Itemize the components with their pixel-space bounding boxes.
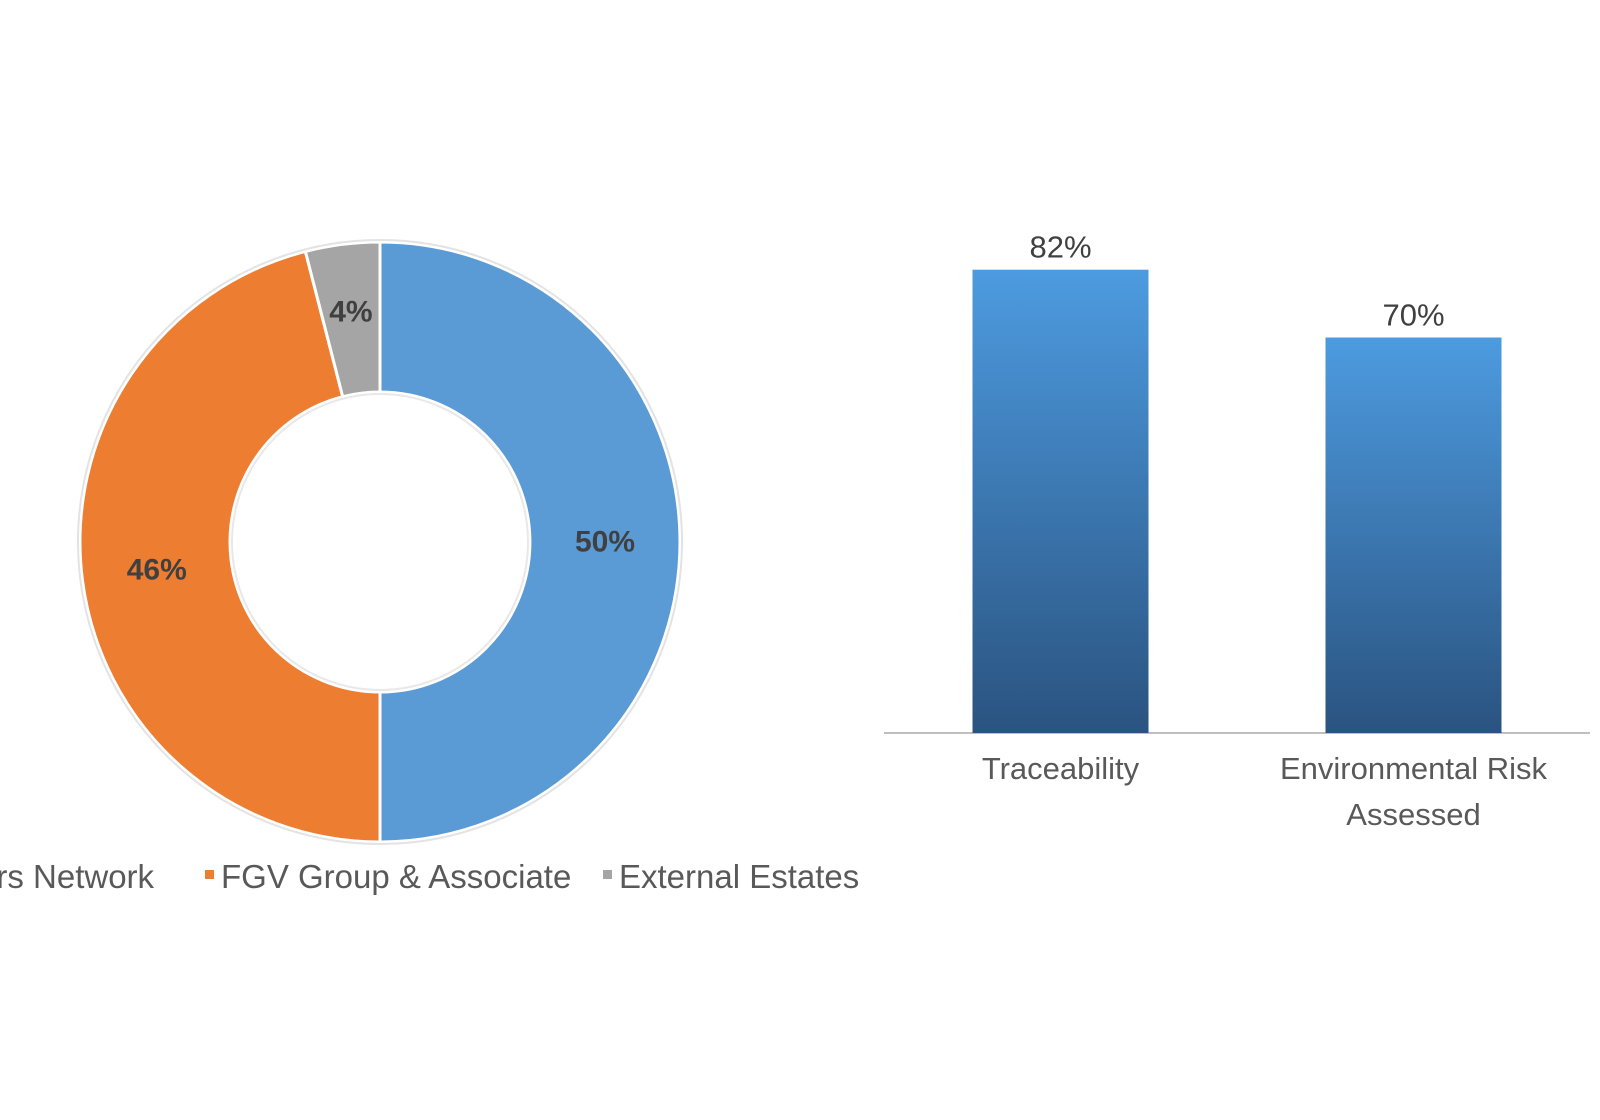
doughnut-data-label-fgv-group-associate: 46% [127,554,187,587]
legend-label-external-estates: External Estates [619,858,859,895]
doughnut-data-label-ers-network: 50% [575,526,635,559]
bar-category-label-environmental-risk-assessed-line-2: Assessed [1346,797,1480,832]
doughnut-slice-ers-network [378,240,682,844]
doughnut-data-label-external-estates: 4% [329,295,372,328]
legend-label-ers-network: ers Network [0,858,155,895]
doughnut-legend: ers Network FGV Group & Associate External… [0,858,859,895]
bar-traceability [972,269,1149,733]
legend-swatch-external-estates [603,870,612,879]
bar-category-label-environmental-risk-assessed-line-1: Environmental Risk [1280,751,1548,786]
legend-swatch-fgv-group-associate [205,870,214,879]
doughnut-chart [77,239,683,845]
legend-label-fgv-group-associate: FGV Group & Associate [221,858,571,895]
doughnut-data-labels: 50% 46% 4% [127,295,635,586]
doughnut-slice-fgv-group-associate [78,249,382,844]
bar-data-label-environmental-risk-assessed: 70% [1382,298,1444,333]
bar-chart: 82% Traceability 70% Environmental Risk Asse… [884,230,1590,832]
doughnut-outer-ring [77,239,683,845]
bar-environmental-risk-assessed [1325,337,1502,733]
bar-category-label-traceability: Traceability [982,751,1140,786]
bar-data-label-traceability: 82% [1029,230,1091,265]
doughnut-slice-external-estates [303,240,382,399]
doughnut-inner-ring [231,393,529,691]
